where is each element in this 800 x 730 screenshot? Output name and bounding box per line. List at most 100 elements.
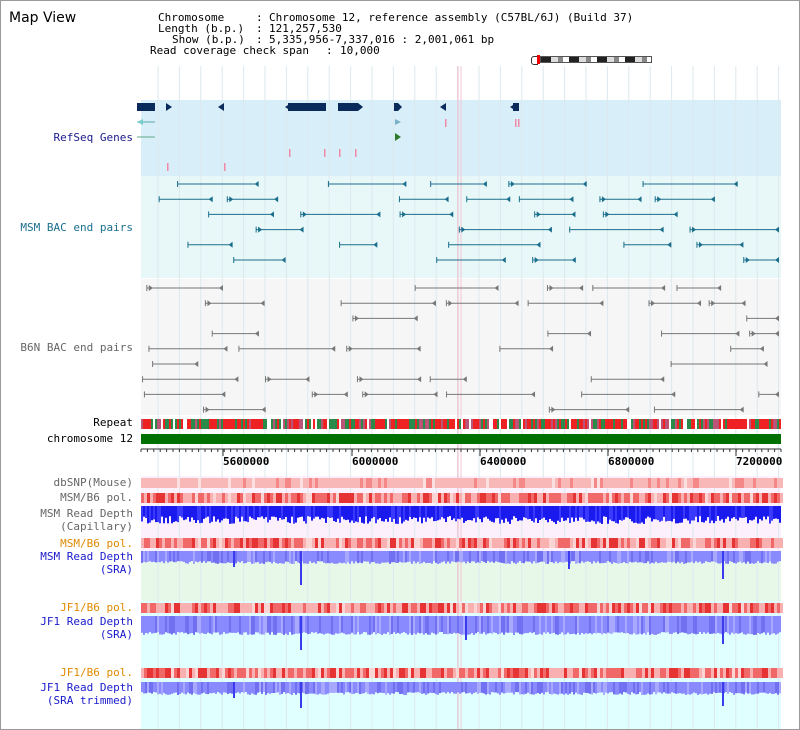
msm-b6-pol-strip-2: [459, 538, 462, 548]
msm-b6-pol-strip-2: [672, 538, 675, 548]
jf1-b6-pol-strip-2: [372, 668, 375, 678]
jf1-depth-trim-bar: [491, 682, 493, 693]
msm-depth-cap-bar: [473, 506, 475, 519]
msm-b6-pol-strip: [378, 493, 381, 503]
msm-bac-label[interactable]: MSM BAC end pairs: [20, 221, 133, 234]
msm-b6-pol-strip-2: [177, 538, 180, 548]
msm-b6-pol-strip: [288, 493, 291, 503]
jf1-b6-pol-strip: [441, 603, 444, 613]
repeat-segment: [653, 419, 655, 429]
jf1-b6-pol-strip: [228, 603, 231, 613]
msm-b6-pol-strip-2: [327, 538, 330, 548]
dbsnp-strip: [732, 478, 735, 488]
msm-depth-cap-bar: [777, 506, 779, 520]
msm-depth-sra-bar: [709, 551, 711, 563]
jf1-depth-trim-bar: [317, 682, 319, 695]
msm-depth-sra-bar: [629, 551, 631, 562]
jf1-depth-trim-bar: [300, 682, 302, 708]
jf1-depth-sra-bar: [279, 616, 281, 633]
jf1-depth-trim-bar: [159, 682, 161, 694]
msm-b6-pol-strip: [153, 493, 156, 503]
jf1-b6-pol-strip: [219, 603, 222, 613]
jf1-depth-trim-bar: [569, 682, 571, 694]
msm-depth-cap-bar: [301, 506, 303, 517]
msm-depth-cap-bar: [645, 506, 647, 519]
msm-depth-cap-bar: [423, 506, 425, 518]
jf1-b6-pol-strip: [597, 603, 600, 613]
jf1-b6-pol-label[interactable]: JF1/B6 pol.: [60, 601, 133, 614]
jf1-b6-pol-strip: [687, 603, 690, 613]
dbsnp-strip: [198, 478, 201, 488]
jf1-depth-sra-bar: [283, 616, 285, 635]
msm-depth-sra-bar: [439, 551, 441, 564]
dbsnp-strip: [762, 478, 765, 488]
msm-b6-pol-strip-2: [231, 538, 234, 548]
b6n-bac-label[interactable]: B6N BAC end pairs: [20, 341, 133, 354]
msm-b6-pol-strip-2: [780, 538, 783, 548]
jf1-depth-trim-bar: [357, 682, 359, 694]
msm-b6-pol-label-2[interactable]: MSM/B6 pol.: [60, 537, 133, 550]
b6n-bac-pair: [348, 345, 353, 352]
msm-b6-pol-strip-2: [747, 538, 750, 548]
msm-depth-sra-bar: [537, 551, 539, 563]
jf1-b6-pol-strip: [675, 603, 678, 613]
jf1-read-depth-sra-label[interactable]: JF1 Read Depth: [40, 615, 133, 628]
msm-b6-pol-strip-2: [297, 538, 300, 548]
msm-depth-sra-bar: [623, 551, 625, 563]
msm-depth-cap-bar: [483, 506, 485, 518]
repeat-segment: [741, 419, 743, 429]
jf1-depth-trim-bar: [713, 682, 715, 693]
jf1-depth-trim-bar: [225, 682, 227, 693]
dbsnp-label[interactable]: dbSNP(Mouse): [53, 476, 133, 489]
jf1-depth-trim-bar: [655, 682, 657, 695]
msm-b6-pol-strip: [168, 493, 171, 503]
msm-b6-pol-strip-2: [222, 538, 225, 548]
repeat-segment: [633, 419, 635, 429]
jf1-b6-pol-strip: [141, 603, 144, 613]
msm-b6-pol-label[interactable]: MSM/B6 pol.: [60, 491, 133, 504]
jf1-b6-pol-strip-2: [177, 668, 180, 678]
repeat-segment: [693, 419, 695, 429]
dbsnp-strip: [549, 478, 552, 488]
msm-depth-cap-bar: [649, 506, 651, 518]
jf1-b6-pol-strip: [717, 603, 720, 613]
jf1-depth-trim-bar: [759, 682, 761, 693]
msm-depth-cap-bar: [529, 506, 531, 519]
jf1-depth-trim-bar: [153, 682, 155, 693]
msm-read-depth-cap-label[interactable]: MSM Read Depth: [40, 507, 133, 520]
jf1-depth-sra-bar: [727, 616, 729, 634]
dbsnp-strip: [561, 478, 564, 488]
dbsnp-strip: [687, 478, 690, 488]
msm-depth-cap-bar: [265, 506, 267, 518]
repeat-segment: [511, 419, 513, 429]
msm-depth-cap-bar: [291, 506, 293, 517]
jf1-read-depth-trim-label[interactable]: JF1 Read Depth: [40, 681, 133, 694]
gene-feature: [394, 103, 398, 111]
msm-read-depth-sra-label[interactable]: MSM Read Depth: [40, 550, 133, 563]
msm-b6-pol-strip-2: [312, 538, 315, 548]
jf1-depth-sra-bar: [421, 616, 423, 634]
jf1-depth-trim-bar: [501, 682, 503, 693]
msm-depth-sra-bar: [441, 551, 443, 563]
msm-depth-cap-bar: [739, 506, 741, 518]
dbsnp-strip: [219, 478, 222, 488]
msm-b6-pol-strip-2: [552, 538, 555, 548]
chromosome-ideogram[interactable]: [531, 55, 652, 65]
jf1-depth-sra-bar: [539, 616, 541, 634]
repeat-segment: [415, 419, 417, 429]
refseq-genes-label[interactable]: RefSeq Genes: [53, 131, 133, 144]
jf1-b6-pol-strip: [213, 603, 216, 613]
msm-b6-pol-strip: [687, 493, 690, 503]
jf1-b6-pol-strip: [162, 603, 165, 613]
jf1-b6-pol-label-2[interactable]: JF1/B6 pol.: [60, 666, 133, 679]
jf1-depth-sra-bar: [259, 616, 261, 635]
msm-depth-cap-bar: [505, 506, 507, 519]
msm-b6-pol-strip-2: [171, 538, 174, 548]
dbsnp-strip: [528, 478, 531, 488]
msm-b6-pol-strip: [531, 493, 534, 503]
dbsnp-strip: [657, 478, 660, 488]
msm-b6-pol-strip-2: [321, 538, 324, 548]
jf1-b6-pol-strip: [720, 603, 723, 613]
jf1-depth-trim-bar: [603, 682, 605, 695]
msm-b6-pol-strip: [558, 493, 561, 503]
